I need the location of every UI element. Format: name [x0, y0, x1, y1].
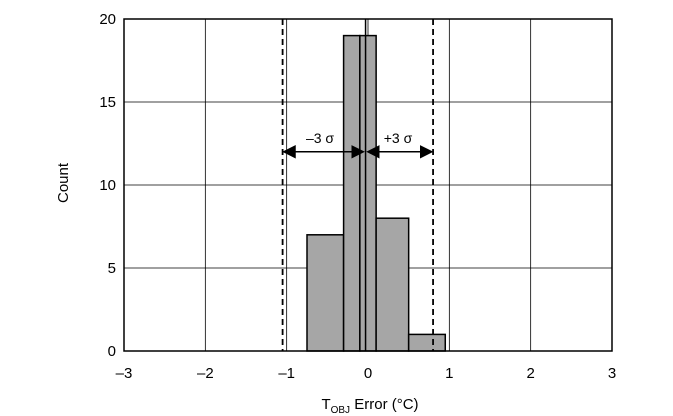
histogram-bar [306, 234, 345, 352]
x-tick-label: –3 [116, 365, 133, 382]
histogram-bar [407, 333, 447, 352]
x-tick-label: 0 [364, 365, 372, 382]
y-tick-label: 10 [99, 177, 116, 194]
x-axis-title-suffix: Error (°C) [350, 396, 419, 413]
x-axis-title-base: T [321, 396, 330, 413]
plot-frame [123, 18, 613, 352]
plus-sigma-label: +3 σ [384, 130, 413, 146]
y-tick-label: 0 [108, 343, 116, 360]
y-axis-ticks: 0 5 10 15 20 [99, 11, 116, 360]
y-tick-label: 5 [108, 260, 116, 277]
minus-sigma-label: –3 σ [306, 130, 334, 146]
y-axis-title: Count [55, 162, 72, 203]
x-axis-ticks: –3 –2 –1 0 1 2 3 [116, 365, 617, 382]
x-tick-label: –2 [197, 365, 214, 382]
reference-lines [281, 19, 434, 351]
histogram-bar [342, 34, 361, 352]
histogram-bars [306, 34, 447, 352]
x-axis-title: TOBJ Error (°C) [321, 396, 418, 416]
x-tick-label: 2 [526, 365, 534, 382]
x-tick-label: 3 [608, 365, 616, 382]
x-axis-title-subscript: OBJ [331, 405, 350, 416]
x-tick-label: 1 [445, 365, 453, 382]
x-tick-label: –1 [278, 365, 295, 382]
histogram-bar [359, 34, 377, 352]
histogram-bar [375, 217, 410, 352]
y-tick-label: 15 [99, 94, 116, 111]
y-tick-label: 20 [99, 11, 116, 28]
